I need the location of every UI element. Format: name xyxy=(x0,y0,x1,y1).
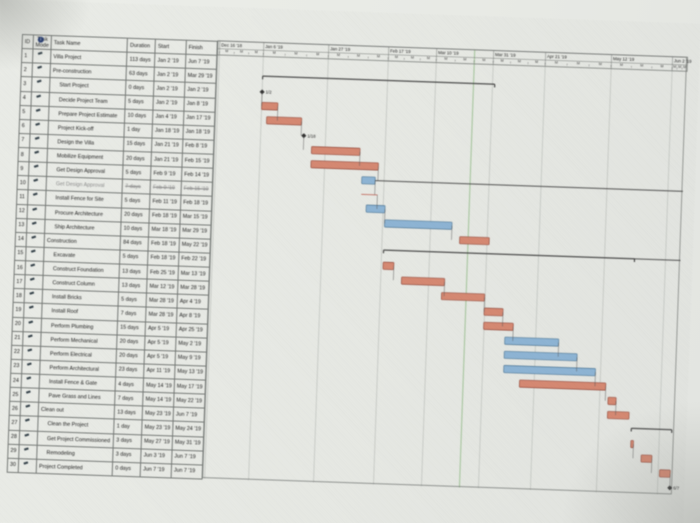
svg-text:↑: ↑ xyxy=(473,59,475,64)
svg-text:↑: ↑ xyxy=(492,59,494,64)
svg-text:M: M xyxy=(500,59,503,63)
svg-text:M: M xyxy=(377,54,380,58)
svg-text:M: M xyxy=(255,50,258,54)
svg-text:1/18: 1/18 xyxy=(307,133,316,138)
svg-text:1/2: 1/2 xyxy=(266,90,273,95)
svg-text:M: M xyxy=(395,55,398,59)
svg-text:M: M xyxy=(240,50,243,54)
svg-text:M: M xyxy=(427,56,430,60)
svg-text:↑: ↑ xyxy=(610,64,612,69)
svg-text:↑: ↑ xyxy=(218,50,220,55)
svg-text:M: M xyxy=(294,52,297,56)
svg-text:↑: ↑ xyxy=(510,60,512,65)
svg-text:↑: ↑ xyxy=(347,54,349,59)
svg-text:↑: ↑ xyxy=(630,64,632,69)
svg-text:May 12 '19: May 12 '19 xyxy=(613,56,635,62)
svg-text:↑: ↑ xyxy=(327,54,329,59)
svg-text:M: M xyxy=(518,59,521,63)
svg-text:↑: ↑ xyxy=(566,62,568,67)
svg-text:Apr 21 '19: Apr 21 '19 xyxy=(547,54,568,60)
svg-text:Jan 27 '19: Jan 27 '19 xyxy=(330,46,351,52)
svg-text:M: M xyxy=(620,63,623,67)
svg-text:↑: ↑ xyxy=(419,57,421,62)
svg-text:Mar 31 '19: Mar 31 '19 xyxy=(495,52,516,58)
svg-text:M: M xyxy=(225,49,228,53)
svg-text:↑: ↑ xyxy=(588,63,590,68)
svg-text:M: M xyxy=(577,61,580,65)
svg-text:↑: ↑ xyxy=(651,65,653,70)
svg-text:M: M xyxy=(640,64,643,68)
svg-text:↑: ↑ xyxy=(306,53,308,58)
svg-text:M: M xyxy=(357,54,360,58)
svg-text:M: M xyxy=(535,60,538,64)
svg-text:↑: ↑ xyxy=(387,56,389,61)
svg-text:M: M xyxy=(444,57,447,61)
svg-text:M: M xyxy=(683,65,686,69)
svg-text:↑: ↑ xyxy=(403,56,405,61)
svg-text:↑: ↑ xyxy=(435,57,437,62)
svg-text:↑: ↑ xyxy=(367,55,369,60)
svg-text:M: M xyxy=(337,53,340,57)
svg-text:↑: ↑ xyxy=(248,51,250,56)
svg-text:M: M xyxy=(273,51,276,55)
svg-text:M: M xyxy=(482,58,485,62)
svg-text:↑: ↑ xyxy=(233,50,235,55)
svg-text:↑: ↑ xyxy=(527,61,529,66)
svg-text:↑: ↑ xyxy=(544,61,546,66)
svg-text:↑: ↑ xyxy=(454,58,456,63)
svg-text:Mar 10 '19: Mar 10 '19 xyxy=(438,50,459,56)
svg-text:Jun 2 '19: Jun 2 '19 xyxy=(674,58,692,64)
svg-text:Feb 17 '19: Feb 17 '19 xyxy=(390,49,411,55)
svg-text:M: M xyxy=(599,62,602,66)
svg-text:M: M xyxy=(660,64,663,68)
svg-text:↑: ↑ xyxy=(262,51,264,56)
svg-text:M: M xyxy=(463,57,466,61)
svg-text:Jan 6 '19: Jan 6 '19 xyxy=(265,44,283,50)
svg-text:Dec 16 '18: Dec 16 '18 xyxy=(221,43,243,49)
svg-text:M: M xyxy=(555,61,558,65)
svg-text:M: M xyxy=(316,52,319,56)
svg-text:M: M xyxy=(411,56,414,60)
svg-text:↑: ↑ xyxy=(284,52,286,57)
